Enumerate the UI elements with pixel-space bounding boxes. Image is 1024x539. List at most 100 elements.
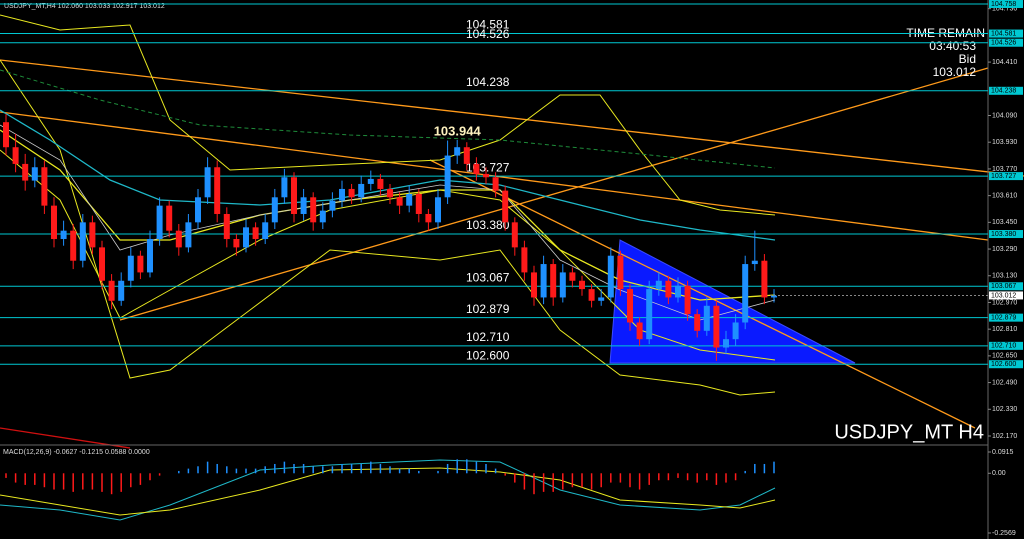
- level-axis-box: [989, 29, 1023, 38]
- candle-body: [377, 178, 384, 189]
- candle-body: [675, 285, 681, 298]
- candle-body: [396, 197, 403, 206]
- y-tick-label: 103.770: [992, 166, 1017, 173]
- candle-body: [502, 190, 509, 223]
- moving-average: [0, 69, 776, 169]
- level-axis-label: 104.526: [991, 40, 1016, 47]
- candle-body: [108, 280, 115, 301]
- y-tick-label: 103.450: [992, 219, 1017, 226]
- candle-body: [252, 227, 259, 240]
- candle-body: [137, 255, 144, 273]
- candle-body: [761, 260, 768, 298]
- candle-body: [617, 255, 624, 290]
- level-axis-box: [989, 360, 1023, 369]
- candle-body: [31, 167, 38, 181]
- level-axis-label: 102.879: [991, 314, 1016, 321]
- candle-body: [713, 305, 720, 348]
- candle-body: [579, 280, 585, 290]
- level-axis-box: [989, 341, 1023, 350]
- candle-body: [12, 147, 19, 164]
- candle-body: [444, 155, 451, 198]
- y-tick-label: 102.650: [992, 353, 1017, 360]
- level-axis-box: [989, 86, 1023, 95]
- level-label: 104.758: [466, 0, 510, 2]
- y-tick-label: 104.730: [992, 6, 1017, 13]
- candle-body: [127, 255, 134, 281]
- level-label: 103.727: [466, 160, 510, 174]
- candle-body: [319, 210, 326, 223]
- level-label: 102.710: [466, 330, 510, 344]
- candle-body: [387, 188, 393, 198]
- candle-body: [166, 205, 173, 231]
- candle-body: [655, 280, 662, 290]
- bid-axis-box: [989, 291, 1023, 300]
- candle-body: [348, 188, 355, 198]
- moving-average: [0, 124, 776, 321]
- level-axis-box: [989, 313, 1023, 322]
- candle-body: [339, 188, 345, 201]
- candle-body: [463, 147, 470, 164]
- candle-body: [511, 222, 518, 248]
- candle-body: [41, 167, 48, 206]
- level-label: 102.879: [466, 302, 510, 316]
- level-label: 102.600: [466, 348, 510, 362]
- y-tick-label: 103.130: [992, 273, 1017, 280]
- candle-body: [70, 230, 77, 261]
- candle-body: [233, 239, 240, 248]
- y-tick-label: 104.090: [992, 112, 1017, 119]
- level-label: 104.581: [466, 18, 510, 32]
- level-axis-label: 103.727: [991, 173, 1016, 180]
- candle-body: [694, 314, 701, 331]
- candle-body: [531, 272, 537, 298]
- candle-body: [281, 177, 288, 198]
- candle-body: [367, 178, 374, 184]
- level-label: 104.238: [466, 75, 510, 89]
- y-tick-label: 102.810: [992, 326, 1017, 333]
- level-axis-label: 102.600: [991, 361, 1016, 368]
- level-axis-box: [989, 172, 1023, 181]
- candle-body: [598, 297, 605, 301]
- candle-body: [195, 197, 201, 223]
- candle-body: [521, 247, 528, 273]
- candle-body: [415, 193, 422, 214]
- macd-tick-label: -0.2569: [992, 530, 1016, 537]
- bid-title: Bid: [959, 52, 976, 66]
- candle-body: [204, 167, 211, 198]
- bid-axis-label: 103.012: [991, 292, 1016, 299]
- candle-body: [214, 167, 221, 214]
- moving-average: [0, 109, 776, 241]
- candle-body: [454, 147, 461, 156]
- candle-body: [627, 289, 633, 323]
- candle-body: [550, 264, 557, 298]
- y-tick-label: 102.170: [992, 433, 1017, 440]
- symbol-info: USDJPY_MT,H4 102.060 103.033 102.917 103…: [4, 3, 165, 10]
- level-axis-label: 104.238: [991, 88, 1016, 95]
- level-axis-label: 102.710: [991, 343, 1016, 350]
- y-tick-label: 103.930: [992, 139, 1017, 146]
- candle-body: [425, 213, 432, 223]
- level-label: 103.380: [466, 218, 510, 232]
- candle-body: [435, 197, 441, 223]
- candle-body: [559, 272, 566, 298]
- candle-body: [243, 227, 249, 248]
- candle-body: [310, 197, 317, 223]
- candle-body: [262, 222, 269, 240]
- candle-body: [684, 285, 691, 315]
- candle-body: [703, 305, 710, 331]
- level-axis-label: 104.581: [991, 30, 1016, 37]
- candle-body: [300, 197, 307, 214]
- envelope-lower: [0, 59, 776, 396]
- candle-body: [751, 260, 758, 265]
- y-tick-label: 102.490: [992, 379, 1017, 386]
- trend-line: [0, 59, 1024, 177]
- level-axis-box: [989, 282, 1023, 291]
- level-axis-box: [989, 0, 1023, 9]
- bollinger-upper: [0, 14, 776, 216]
- level-axis-label: 104.758: [991, 1, 1016, 8]
- candle-body: [406, 193, 413, 206]
- candle-body: [51, 205, 57, 240]
- candle-body: [118, 280, 125, 301]
- candle-body: [3, 122, 9, 148]
